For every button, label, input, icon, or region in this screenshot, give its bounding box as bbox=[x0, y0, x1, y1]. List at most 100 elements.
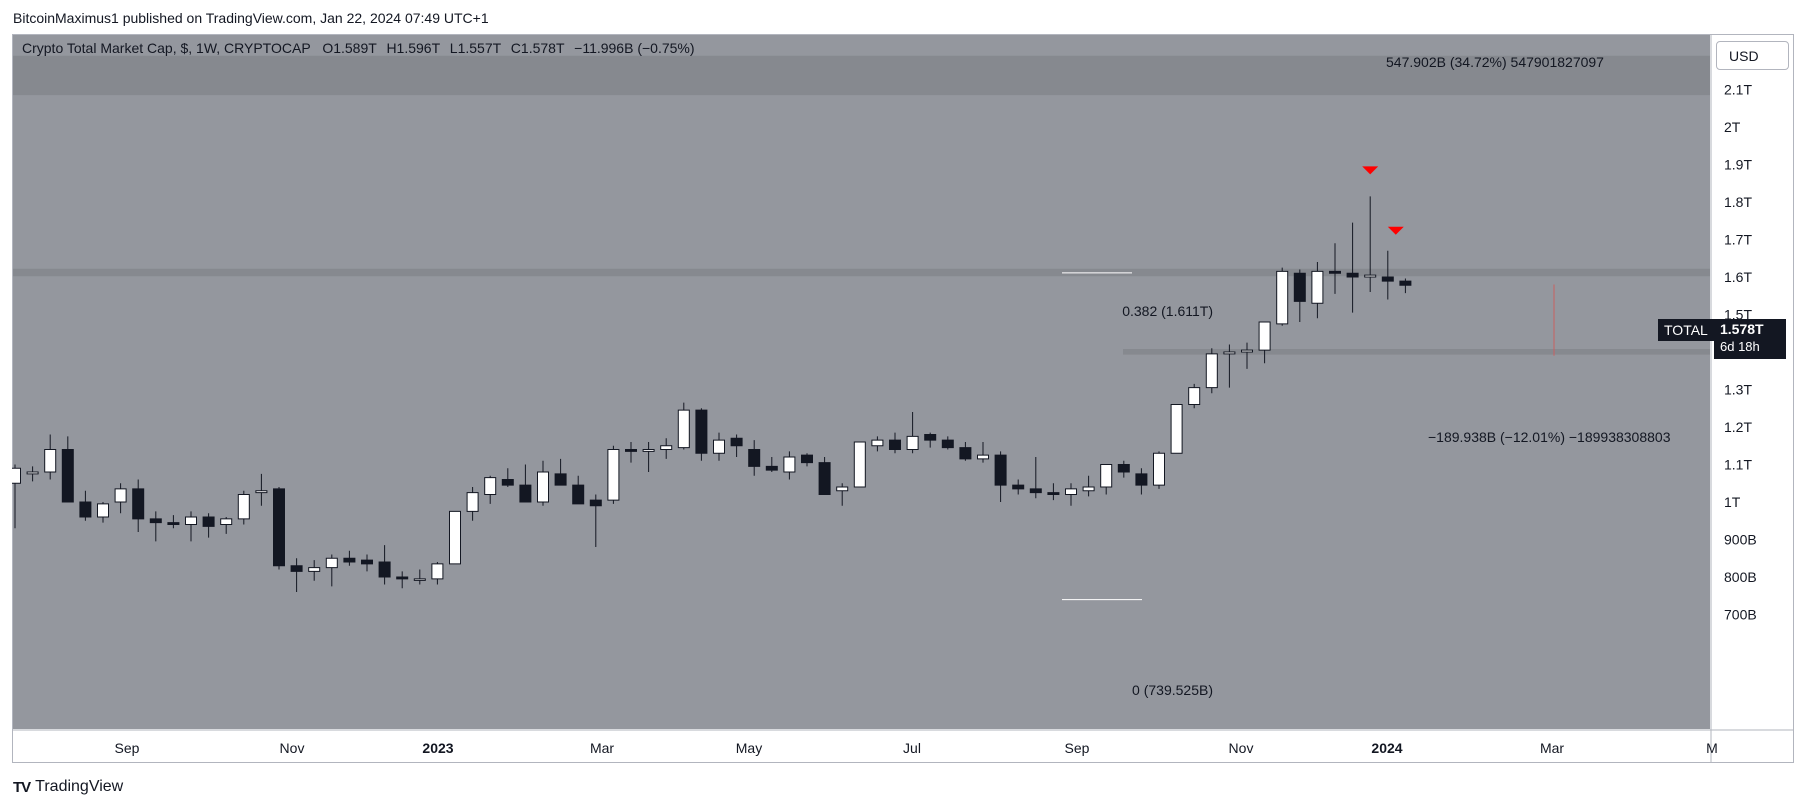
candle-body bbox=[449, 510, 461, 565]
candle-body bbox=[836, 486, 849, 492]
candle-20 bbox=[361, 554, 373, 572]
candle-body bbox=[994, 454, 1007, 486]
candle-25 bbox=[449, 510, 461, 565]
candle-body bbox=[959, 447, 972, 460]
x-tick-label: May bbox=[736, 740, 762, 756]
candle-body bbox=[519, 484, 532, 503]
candle-body bbox=[12, 467, 21, 484]
x-tick-label: Sep bbox=[115, 740, 140, 756]
brand-text: TradingView bbox=[35, 778, 124, 795]
candle-body bbox=[114, 488, 127, 503]
candles-layer bbox=[12, 196, 1412, 592]
legend-symbol: Crypto Total Market Cap, $, 1W, CRYPTOCA… bbox=[22, 40, 310, 56]
range-down-label: −189.938B (−12.01%) −189938308803 bbox=[1428, 429, 1671, 445]
candle-body bbox=[237, 494, 250, 520]
legend-low: L1.557T bbox=[450, 40, 502, 56]
y-tick-label: 1.6T bbox=[1724, 269, 1752, 285]
x-tick-label: Jul bbox=[903, 740, 921, 756]
legend-high: H1.596T bbox=[386, 40, 440, 56]
candle-43 bbox=[765, 457, 778, 472]
candle-33 bbox=[589, 494, 602, 547]
candle-body bbox=[149, 518, 162, 524]
range-up-label: 547.902B (34.72%) 547901827097 bbox=[1386, 54, 1604, 70]
y-tick-label: 1.1T bbox=[1724, 457, 1752, 473]
down-triangle-icon bbox=[1387, 226, 1404, 235]
candle-66 bbox=[1170, 404, 1183, 454]
candle-22 bbox=[396, 571, 409, 589]
candle-body bbox=[1381, 276, 1394, 282]
candle-72 bbox=[1276, 267, 1289, 326]
candle-body bbox=[537, 471, 549, 503]
y-tick-label: 1T bbox=[1724, 494, 1741, 510]
candle-body bbox=[378, 561, 391, 578]
candle-49 bbox=[871, 436, 884, 452]
candle-body bbox=[1329, 270, 1341, 274]
y-tick-label: 1.7T bbox=[1724, 232, 1752, 248]
x-tick-label: Nov bbox=[280, 740, 305, 756]
candle-15 bbox=[273, 487, 285, 570]
candle-71 bbox=[1258, 321, 1271, 364]
candle-body bbox=[572, 484, 585, 505]
y-tick-label: 700B bbox=[1724, 607, 1757, 623]
y-tick-label: 1.9T bbox=[1724, 157, 1752, 173]
candle-67 bbox=[1188, 383, 1201, 409]
y-tick-label: 2T bbox=[1724, 119, 1741, 135]
candle-body bbox=[396, 576, 409, 580]
candle-17 bbox=[308, 560, 321, 581]
candle-2 bbox=[44, 434, 57, 480]
candle-75 bbox=[1329, 243, 1341, 294]
candle-body bbox=[871, 439, 884, 447]
candle-body bbox=[818, 462, 831, 495]
candle-35 bbox=[625, 442, 637, 463]
plot-area[interactable] bbox=[13, 35, 1710, 729]
candle-body bbox=[801, 454, 813, 464]
candle-body bbox=[906, 435, 919, 450]
candle-body bbox=[501, 479, 514, 486]
candle-body bbox=[889, 439, 901, 450]
series-tag: TOTAL bbox=[1658, 319, 1714, 341]
candle-73 bbox=[1293, 269, 1306, 322]
candle-body bbox=[941, 439, 954, 449]
candle-4 bbox=[79, 490, 92, 521]
candle-body bbox=[1100, 464, 1113, 488]
y-tick-label: 800B bbox=[1724, 569, 1757, 585]
candle-body bbox=[97, 503, 109, 518]
candle-body bbox=[325, 557, 338, 569]
candle-23 bbox=[413, 569, 426, 585]
candle-76 bbox=[1346, 222, 1359, 313]
candle-body bbox=[484, 477, 497, 495]
x-tick-label: 2023 bbox=[422, 740, 453, 756]
candle-60 bbox=[1065, 483, 1077, 506]
candle-body bbox=[677, 409, 690, 449]
candle-14 bbox=[255, 473, 268, 506]
bar-countdown: 6d 18h bbox=[1720, 339, 1760, 354]
fib-lines-layer bbox=[1062, 272, 1555, 601]
candle-32 bbox=[572, 475, 585, 505]
candle-body bbox=[220, 518, 233, 525]
legend-open: O1.589T bbox=[322, 40, 377, 56]
candle-40 bbox=[713, 432, 725, 461]
candle-68 bbox=[1205, 348, 1218, 394]
candle-body bbox=[61, 449, 74, 503]
zones-layer bbox=[13, 55, 1710, 355]
candle-body bbox=[44, 449, 57, 473]
candle-body bbox=[1364, 274, 1377, 278]
candle-65 bbox=[1153, 451, 1165, 489]
candle-body bbox=[1135, 473, 1148, 486]
candle-body bbox=[431, 563, 444, 580]
candle-body bbox=[1012, 484, 1025, 490]
time-scale[interactable]: Sep Nov 2023 Mar May Jul Sep Nov 2024 Mar M bbox=[115, 740, 1718, 756]
chart-canvas[interactable]: Crypto Total Market Cap, $, 1W, CRYPTOCA… bbox=[12, 34, 1794, 763]
candle-51 bbox=[906, 412, 919, 454]
tradingview-logo[interactable]: TV TradingView bbox=[13, 778, 123, 796]
candle-8 bbox=[149, 511, 162, 542]
last-price-tag: 1.578T 6d 18h bbox=[1714, 319, 1786, 359]
candle-3 bbox=[61, 436, 74, 503]
candle-body bbox=[413, 578, 426, 581]
candle-45 bbox=[801, 453, 813, 467]
candle-9 bbox=[167, 515, 180, 529]
candle-78 bbox=[1381, 250, 1394, 300]
candle-body bbox=[1311, 270, 1324, 304]
candle-27 bbox=[484, 475, 497, 504]
currency-selector[interactable]: USD bbox=[1716, 41, 1789, 70]
